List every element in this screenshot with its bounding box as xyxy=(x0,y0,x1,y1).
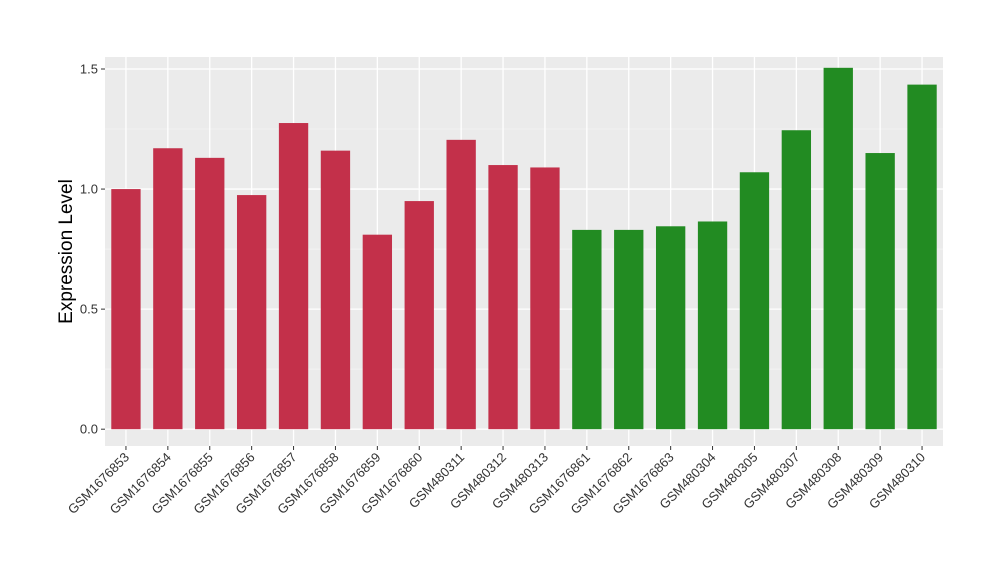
bar xyxy=(362,234,393,430)
y-tick-label: 1.5 xyxy=(80,62,98,77)
bar xyxy=(488,165,518,430)
y-axis-title: Expression Level xyxy=(56,179,77,324)
bar xyxy=(404,201,434,430)
y-tick-label: 0.0 xyxy=(80,422,98,437)
bar xyxy=(865,153,895,430)
bars xyxy=(111,67,937,430)
bar xyxy=(781,130,812,430)
y-axis: 0.0 0.5 1.0 1.5 xyxy=(80,62,105,437)
x-axis: GSM1676853GSM1676854GSM1676855GSM1676856… xyxy=(65,446,928,517)
bar xyxy=(195,157,225,430)
bar xyxy=(153,148,183,430)
bar xyxy=(823,67,853,430)
bar xyxy=(907,84,937,430)
plot-panel xyxy=(105,57,943,446)
bar xyxy=(697,221,728,430)
bar xyxy=(530,167,560,430)
bar xyxy=(739,172,770,430)
bar xyxy=(614,229,644,430)
bar xyxy=(320,150,351,430)
y-tick-label: 1.0 xyxy=(80,182,98,197)
bar xyxy=(572,229,602,430)
bar xyxy=(111,189,141,430)
y-tick-label: 0.5 xyxy=(80,302,98,317)
bar xyxy=(655,226,686,430)
bar xyxy=(446,139,476,430)
bar xyxy=(236,195,267,430)
bar xyxy=(278,123,309,430)
